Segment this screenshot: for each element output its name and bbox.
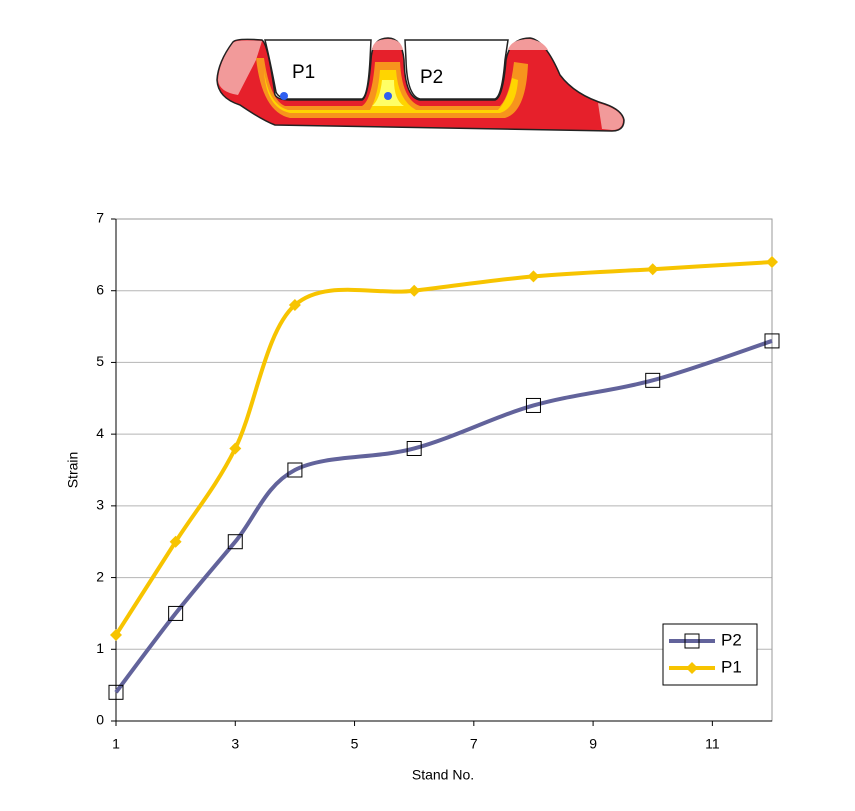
point: [108, 684, 124, 700]
point: [645, 372, 661, 388]
x-tick-label: 3: [231, 736, 239, 752]
y-tick-label: 1: [96, 640, 104, 656]
y-tick-label: 7: [96, 210, 104, 226]
x-tick-label: 7: [470, 736, 478, 752]
point: [525, 397, 541, 413]
legend-marker: [684, 633, 700, 649]
y-tick-label: 4: [96, 425, 104, 441]
series-line: [114, 339, 773, 694]
profile-illustration: P1 P2: [216, 37, 625, 132]
y-tick-label: 2: [96, 568, 104, 584]
point: [288, 299, 301, 312]
point: [229, 442, 242, 455]
point: [169, 535, 182, 548]
x-tick-label: 1: [112, 736, 120, 752]
point: [646, 263, 659, 276]
x-axis-label: Stand No.: [412, 767, 474, 783]
point: [287, 462, 303, 478]
legend-marker: [686, 662, 698, 674]
y-tick-label: 0: [96, 712, 104, 728]
point-marker: [280, 92, 288, 100]
point: [110, 628, 122, 641]
point: [227, 534, 243, 550]
profile-tip-right: [598, 103, 623, 130]
y-tick-label: 6: [96, 281, 104, 297]
point: [766, 256, 778, 269]
y-tick-label: 5: [96, 353, 104, 369]
point: [408, 284, 421, 297]
x-tick-label: 9: [589, 736, 597, 752]
point-label: P1: [292, 62, 315, 83]
profile-tip-rib: [372, 39, 403, 50]
profile-inner: [264, 39, 509, 100]
legend-box: [662, 623, 758, 686]
y-axis-label: Strain: [65, 452, 81, 489]
y-tick-label: 3: [96, 497, 104, 513]
profile-tip-right-flange: [508, 39, 548, 50]
point-label: P2: [420, 67, 443, 88]
point: [168, 605, 184, 621]
legend-label: P2: [721, 630, 742, 649]
legend-label: P1: [721, 657, 742, 676]
x-tick-label: 11: [705, 736, 720, 752]
point-marker: [384, 92, 392, 100]
point: [406, 440, 422, 456]
point: [764, 333, 780, 349]
point: [527, 270, 540, 283]
profile-tip-left: [218, 40, 262, 95]
series-line: [114, 260, 773, 637]
x-tick-label: 5: [351, 736, 359, 752]
